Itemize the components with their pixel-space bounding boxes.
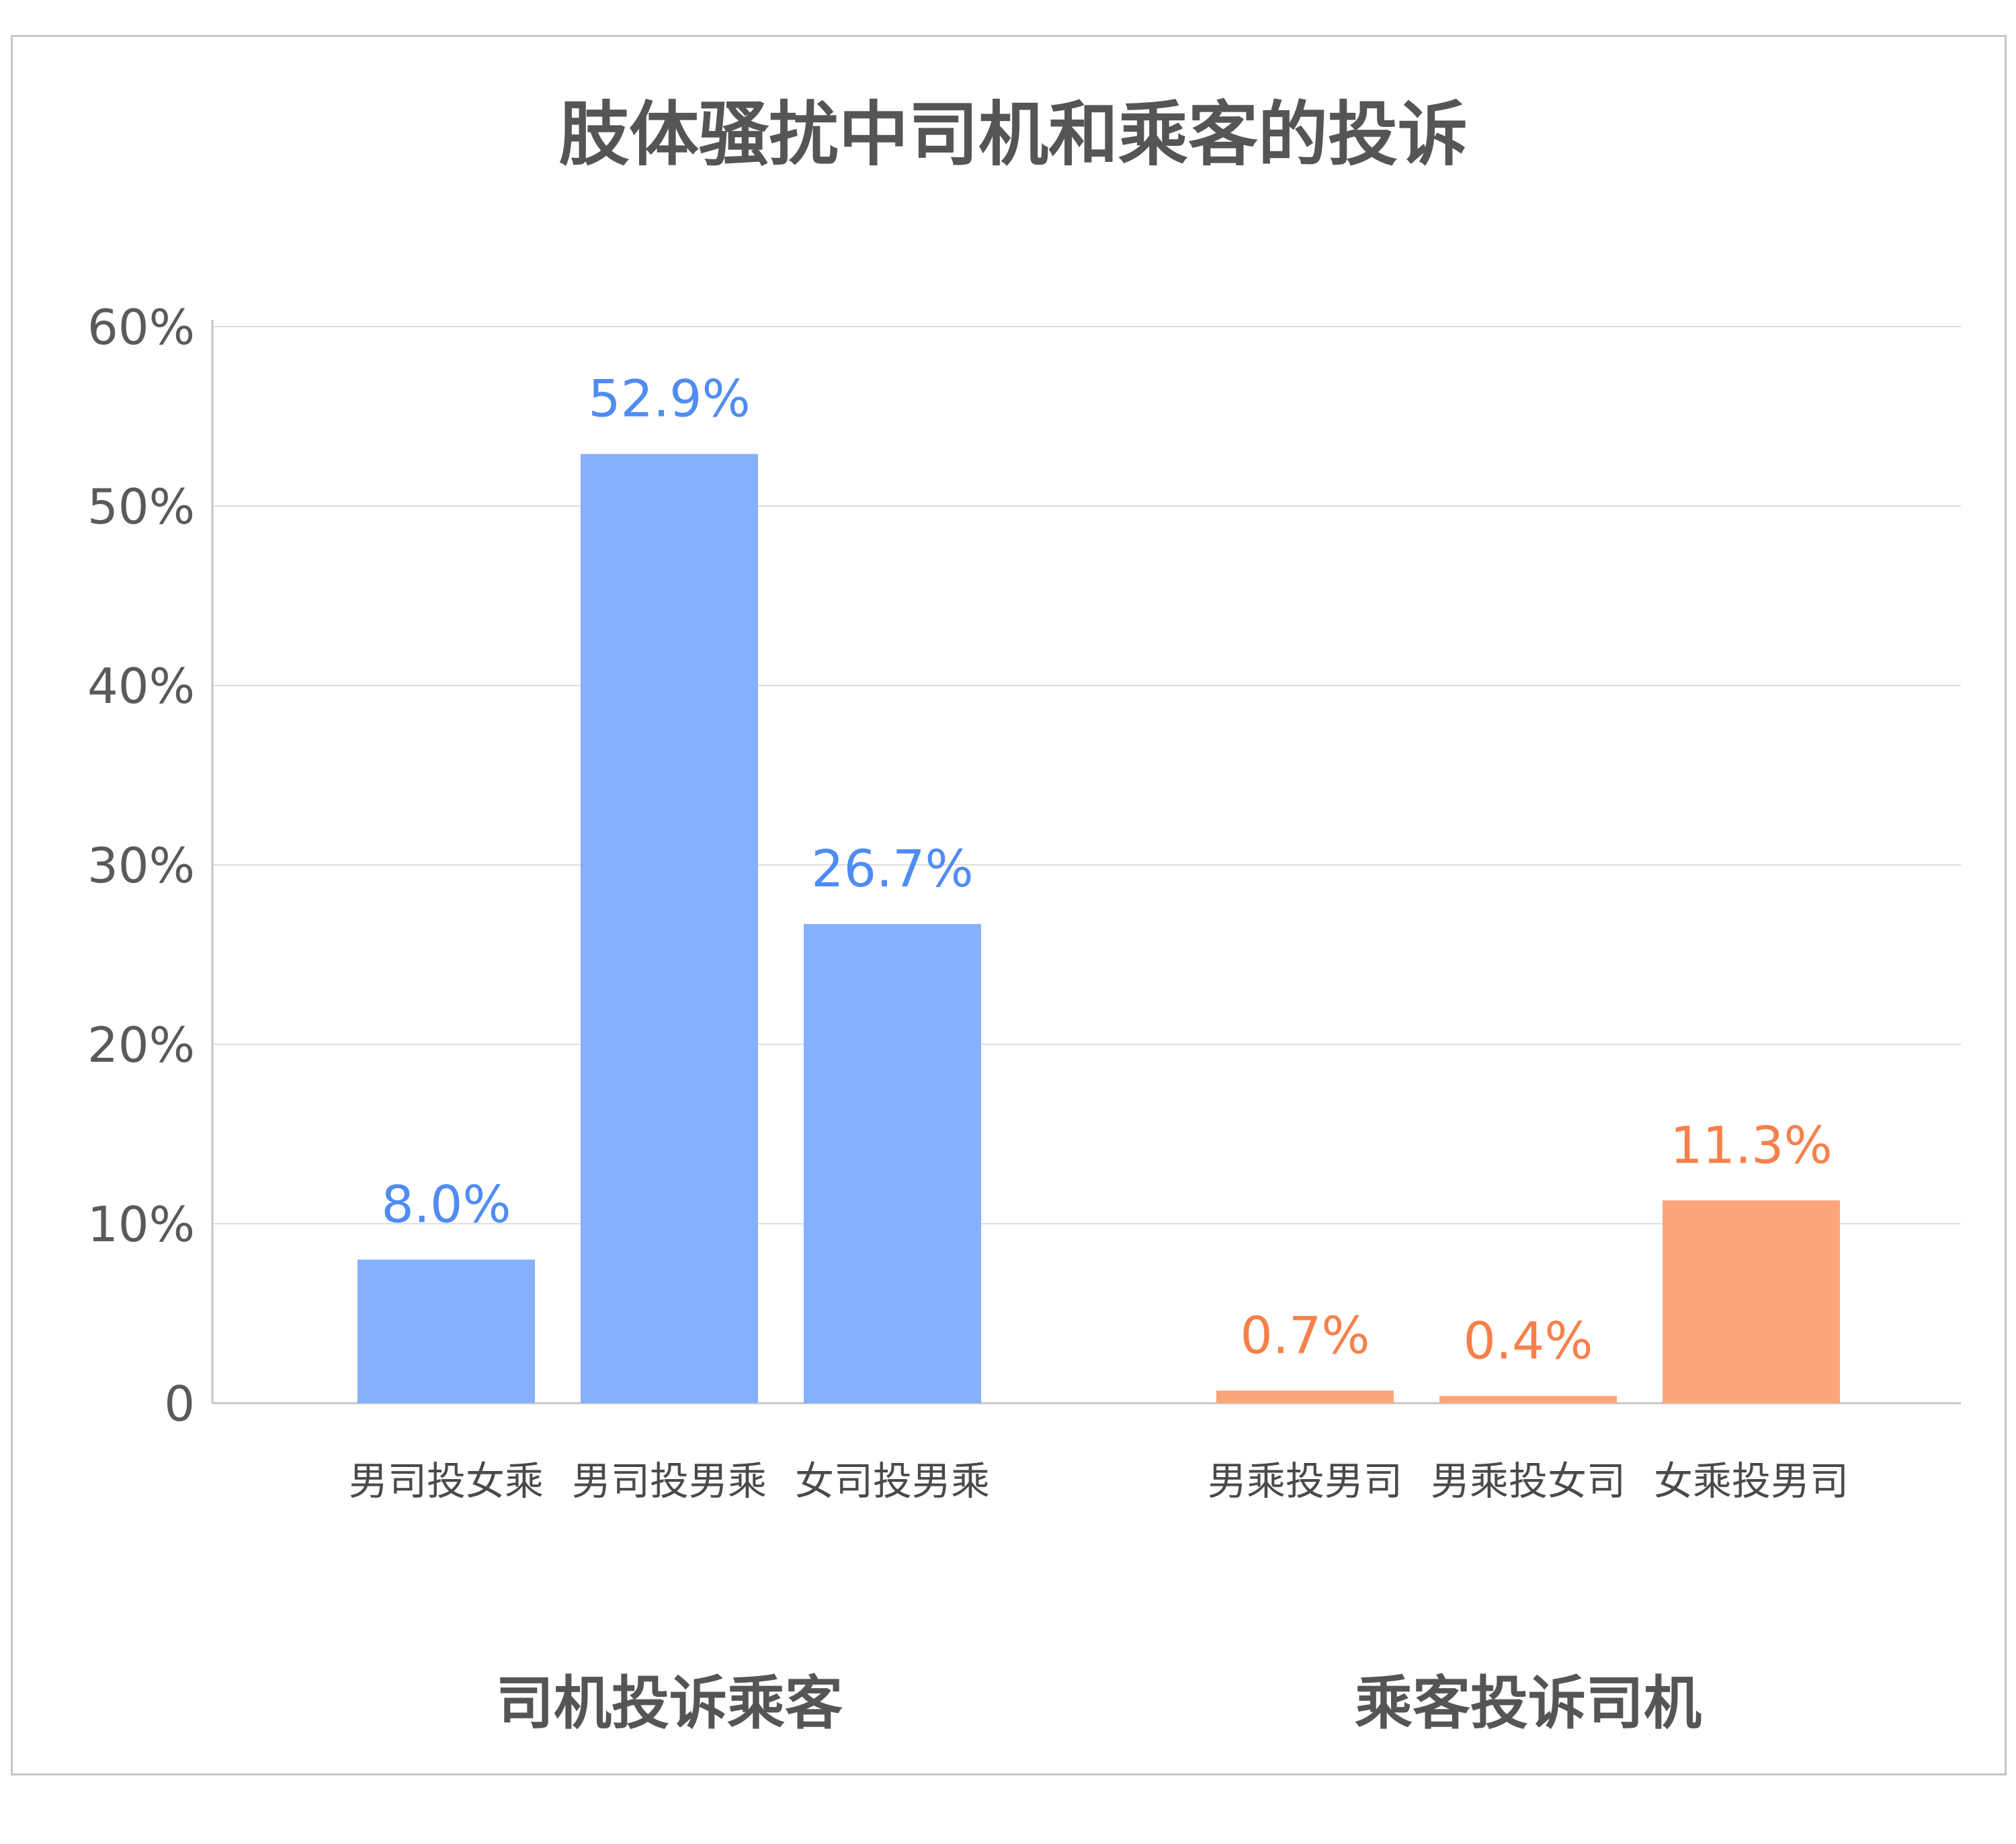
bar [358,1259,535,1403]
data-label: 8.0% [381,1174,511,1234]
chart-title: 肢体骚扰中司机和乘客的投诉 [559,93,1468,175]
bar [1663,1200,1840,1403]
x-tick-label: 女司投男乘 [795,1458,990,1504]
chart-frame [11,35,2007,1775]
x-tick-label: 男司投女乘 [349,1458,544,1504]
bar [804,924,981,1403]
y-tick-label: 40% [87,658,195,714]
bar [1439,1396,1617,1403]
x-axis-ticks: 男司投女乘 男司投男乘 女司投男乘 男乘投男司 男乘投女司 女乘投男司 [349,1458,1849,1504]
x-tick-label: 女乘投男司 [1654,1458,1849,1504]
bar [581,454,758,1403]
data-label: 26.7% [811,839,973,898]
bars [358,454,1840,1403]
y-tick-label: 50% [87,478,195,535]
data-label: 0.7% [1240,1305,1370,1365]
y-axis-ticks: 0 10% 20% 30% 40% 50% 60% [87,299,195,1432]
y-tick-label: 60% [87,299,195,355]
group-labels: 司机投诉乘客 乘客投诉司机 [496,1670,1702,1737]
x-tick-label: 男乘投女司 [1431,1458,1626,1504]
x-tick-label: 男乘投男司 [1208,1458,1402,1504]
data-label: 11.3% [1670,1115,1832,1175]
y-tick-label: 30% [87,837,195,894]
data-label: 0.4% [1463,1310,1593,1370]
y-tick-label: 0 [164,1376,195,1432]
x-tick-label: 男司投男乘 [572,1458,767,1504]
data-labels: 8.0% 52.9% 26.7% 0.7% 0.4% 11.3% [381,369,1832,1371]
data-label: 52.9% [588,369,750,429]
group-label: 司机投诉乘客 [496,1670,843,1737]
bar [1216,1390,1394,1403]
y-tick-label: 10% [87,1196,195,1253]
gridlines [212,326,1961,1224]
y-tick-label: 20% [87,1017,195,1073]
group-label: 乘客投诉司机 [1355,1670,1702,1737]
